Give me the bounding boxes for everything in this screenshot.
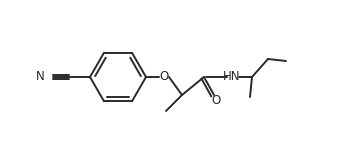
Text: O: O	[211, 94, 221, 108]
Text: HN: HN	[223, 70, 241, 84]
Text: N: N	[36, 70, 45, 84]
Text: O: O	[159, 70, 168, 84]
